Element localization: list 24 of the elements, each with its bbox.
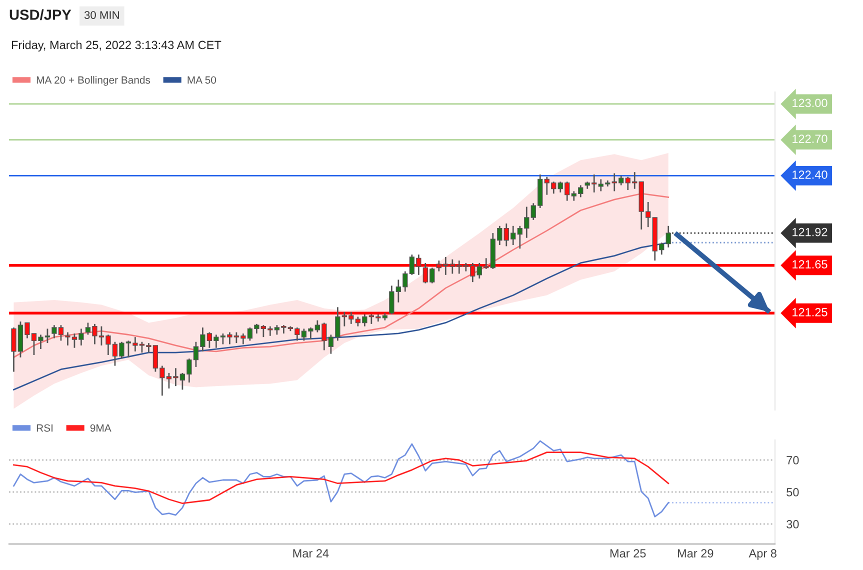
line-series	[13, 452, 670, 504]
x-tick-label: Mar 29	[678, 549, 714, 558]
chart-subtitle: 30 MIN	[84, 11, 119, 19]
y-tick-label: 70	[786, 456, 799, 464]
ref-line-label: 122.70	[792, 134, 828, 143]
line-series	[13, 440, 670, 518]
ref-line-label: 121.92	[792, 228, 828, 236]
candlestick	[389, 284, 394, 316]
chart-title: USD/JPY	[10, 9, 72, 20]
x-tick-label: Apr 8	[748, 549, 776, 560]
x-tick-label: Mar 25	[610, 549, 646, 558]
ref-line-label: 122.40	[792, 170, 828, 179]
y-tick-label: 30	[786, 520, 799, 528]
legend-label: MA 50	[188, 76, 216, 84]
ref-line-label: 123.00	[792, 98, 828, 108]
ref-line-label: 121.25	[792, 308, 828, 316]
text: Friday, March 25, 2022 3:13:43 AM CET	[12, 40, 222, 52]
ref-line-label: 121.65	[792, 260, 828, 269]
legend-label: RSI	[36, 424, 52, 432]
x-tick-label: Mar 24	[293, 549, 329, 558]
candlestick	[666, 225, 671, 248]
legend-label: MA 20 + Bollinger Bands	[36, 76, 150, 86]
y-tick-label: 50	[786, 488, 799, 496]
legend-label: 9MA	[90, 424, 112, 432]
